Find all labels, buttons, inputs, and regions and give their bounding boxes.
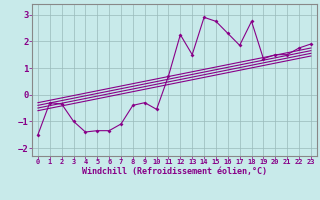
X-axis label: Windchill (Refroidissement éolien,°C): Windchill (Refroidissement éolien,°C) — [82, 167, 267, 176]
